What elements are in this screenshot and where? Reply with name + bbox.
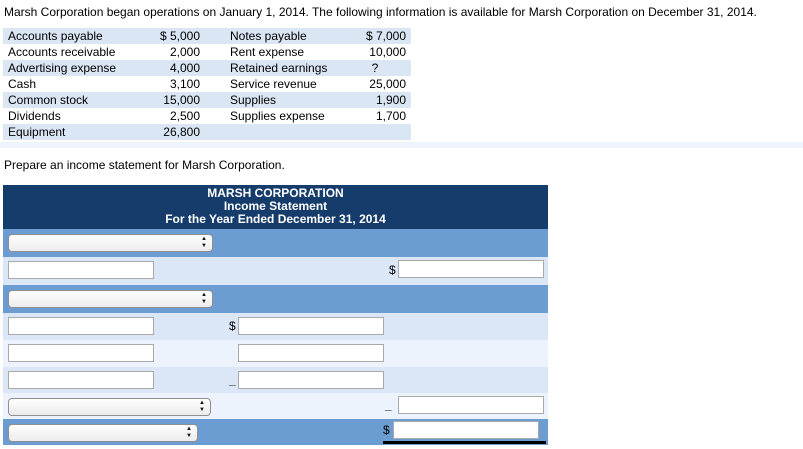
- account-value: 25,000: [369, 77, 406, 91]
- dollar-sign: $: [389, 263, 396, 277]
- account-value: $ 5,000: [159, 29, 200, 43]
- statement-row-5: [3, 340, 548, 367]
- account-balances-table: Accounts payable $ 5,000 Notes payable $…: [3, 28, 411, 140]
- line-label-input-2[interactable]: [8, 317, 154, 335]
- dollar-sign: $: [383, 423, 390, 437]
- account-value: 1,700: [375, 109, 406, 123]
- statement-company-title: MARSH CORPORATION: [207, 186, 344, 200]
- account-label: Cash: [8, 77, 37, 91]
- account-value: 4,000: [169, 61, 200, 75]
- account-value: ?: [371, 61, 379, 75]
- section-title-select-1[interactable]: [8, 234, 213, 252]
- table-row: Accounts payable $ 5,000 Notes payable $…: [3, 28, 411, 44]
- dollar-sign: $: [229, 319, 236, 333]
- account-label: Notes payable: [230, 29, 307, 43]
- account-label: [230, 124, 344, 140]
- statement-row-8: ▲ ▼ $: [3, 419, 548, 445]
- account-value: 15,000: [163, 93, 200, 107]
- statement-row-7: ▲ ▼ _: [3, 393, 548, 419]
- minus-sign: _: [385, 398, 392, 412]
- account-value: 3,100: [169, 77, 200, 91]
- statement-row-6: _: [3, 367, 548, 393]
- statement-header: MARSH CORPORATION Income Statement For t…: [3, 185, 548, 229]
- line-label-input-1[interactable]: [8, 261, 154, 279]
- amount-input-right-1[interactable]: [398, 260, 544, 278]
- statement-row-1: ▲ ▼: [3, 229, 548, 257]
- table-row: Advertising expense 4,000 Retained earni…: [3, 60, 411, 76]
- section-divider: [0, 142, 803, 148]
- statement-period: For the Year Ended December 31, 2014: [165, 212, 386, 226]
- account-label: Dividends: [8, 109, 61, 123]
- account-value: 2,500: [169, 109, 200, 123]
- statement-row-3: ▲ ▼: [3, 285, 548, 313]
- line-label-input-4[interactable]: [8, 371, 154, 389]
- statement-row-2: $: [3, 257, 548, 285]
- account-label: Advertising expense: [8, 61, 117, 75]
- task-instruction: Prepare an income statement for Marsh Co…: [4, 158, 285, 172]
- amount-input-middle-3[interactable]: [238, 371, 384, 389]
- table-row: Cash 3,100 Service revenue 25,000: [3, 76, 411, 92]
- table-row: Accounts receivable 2,000 Rent expense 1…: [3, 44, 411, 60]
- account-label: Retained earnings: [230, 61, 328, 75]
- account-value: 10,000: [369, 45, 406, 59]
- income-statement-form: MARSH CORPORATION Income Statement For t…: [3, 185, 548, 445]
- account-label: Service revenue: [230, 77, 317, 91]
- total-amount-group: $: [383, 421, 546, 444]
- account-label: Accounts receivable: [8, 45, 116, 59]
- table-row: Common stock 15,000 Supplies 1,900: [3, 92, 411, 108]
- account-label: Accounts payable: [8, 29, 103, 43]
- line-label-input-3[interactable]: [8, 344, 154, 362]
- account-label: Rent expense: [230, 45, 305, 59]
- account-label: Supplies expense: [230, 109, 325, 123]
- account-value: 26,800: [163, 125, 200, 139]
- amount-input-middle-2[interactable]: [238, 344, 384, 362]
- table-row: Equipment 26,800: [3, 124, 411, 140]
- amount-input-middle-1[interactable]: [238, 317, 384, 335]
- account-value: 1,900: [375, 93, 406, 107]
- account-value: [344, 124, 406, 140]
- account-value: $ 7,000: [365, 29, 406, 43]
- account-value: 2,000: [169, 45, 200, 59]
- amount-input-right-2[interactable]: [398, 396, 544, 414]
- total-label-select[interactable]: [8, 424, 198, 442]
- problem-statement: Marsh Corporation began operations on Ja…: [4, 5, 757, 19]
- section-title-select-2[interactable]: [8, 290, 213, 308]
- account-label: Supplies: [230, 93, 277, 107]
- total-amount-input[interactable]: [392, 421, 539, 439]
- account-label: Common stock: [8, 93, 89, 107]
- statement-row-4: $: [3, 313, 548, 340]
- account-label: Equipment: [8, 125, 66, 139]
- table-row: Dividends 2,500 Supplies expense 1,700: [3, 108, 411, 124]
- subtotal-label-select[interactable]: [8, 398, 211, 416]
- minus-sign: _: [229, 373, 236, 387]
- statement-subtitle: Income Statement: [223, 199, 328, 213]
